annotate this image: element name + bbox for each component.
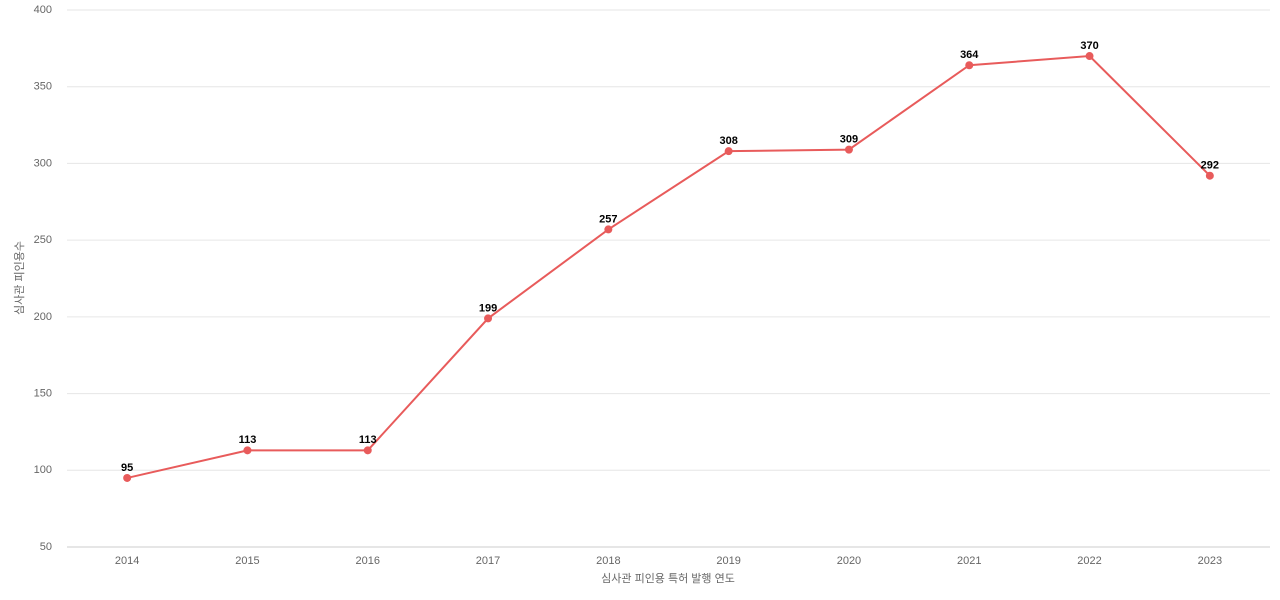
point bbox=[724, 147, 733, 156]
x-tick-label: 2020 bbox=[837, 555, 861, 567]
value-label: 257 bbox=[599, 213, 617, 225]
point bbox=[243, 446, 252, 455]
point bbox=[484, 314, 493, 323]
y-tick-label: 400 bbox=[34, 4, 52, 16]
x-tick-label: 2022 bbox=[1077, 555, 1101, 567]
point bbox=[1085, 52, 1094, 61]
line bbox=[126, 54, 1211, 479]
x-tick-label: 2019 bbox=[716, 555, 740, 567]
value-label: 95 bbox=[121, 462, 133, 474]
point bbox=[604, 225, 613, 234]
value-label: 309 bbox=[840, 134, 858, 146]
x-tick-label: 2016 bbox=[356, 555, 380, 567]
value-label: 364 bbox=[960, 49, 979, 61]
point bbox=[965, 61, 974, 70]
point bbox=[1205, 171, 1214, 180]
point bbox=[844, 145, 853, 154]
y-tick-label: 150 bbox=[34, 387, 52, 399]
x-tick-label: 2018 bbox=[596, 555, 620, 567]
value-label: 199 bbox=[479, 302, 497, 314]
x-tick-label: 2015 bbox=[235, 555, 259, 567]
y-tick-label: 50 bbox=[40, 541, 52, 553]
y-tick-label: 250 bbox=[34, 234, 52, 246]
x-tick-label: 2017 bbox=[476, 555, 500, 567]
value-label: 113 bbox=[359, 434, 377, 446]
value-label: 113 bbox=[239, 434, 257, 446]
value-label: 292 bbox=[1201, 160, 1219, 172]
x-tick-label: 2014 bbox=[115, 555, 139, 567]
value-label: 308 bbox=[719, 135, 737, 147]
point bbox=[363, 446, 372, 455]
y-axis-label: 심사관 피인용수 bbox=[13, 241, 26, 315]
point bbox=[123, 473, 132, 482]
x-tick-label: 2023 bbox=[1198, 555, 1222, 567]
value-label: 370 bbox=[1080, 40, 1098, 52]
y-tick-label: 200 bbox=[34, 311, 52, 323]
x-tick-label: 2021 bbox=[957, 555, 981, 567]
y-tick-label: 100 bbox=[34, 464, 52, 476]
y-tick-label: 350 bbox=[34, 81, 52, 93]
x-axis-label: 심사관 피인용 특허 발행 연도 bbox=[601, 572, 735, 585]
y-tick-label: 300 bbox=[34, 157, 52, 169]
